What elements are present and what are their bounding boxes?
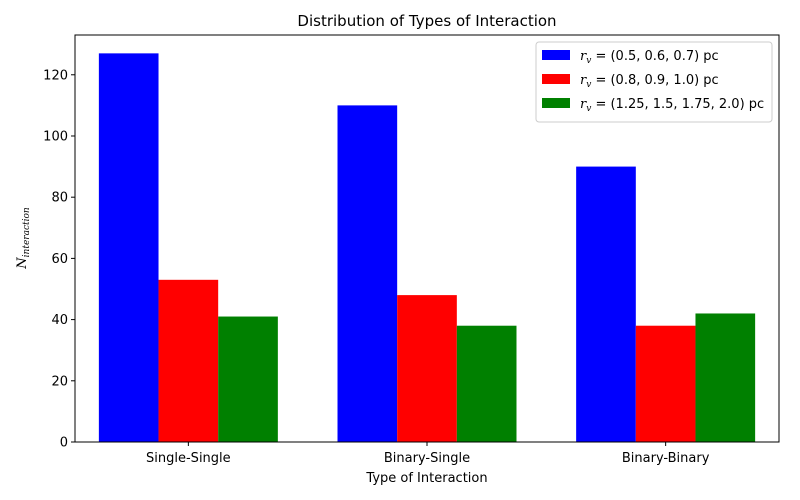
- legend-label: rv = (1.25, 1.5, 1.75, 2.0) pc: [580, 97, 764, 114]
- y-tick-label: 40: [51, 313, 68, 328]
- legend-symbol: r: [580, 73, 587, 88]
- legend-label: rv = (0.8, 0.9, 1.0) pc: [580, 73, 719, 90]
- legend-subscript: v: [586, 56, 591, 66]
- legend-symbol: r: [580, 97, 587, 112]
- bar-1-binary-binary: [576, 166, 636, 442]
- y-axis-label-subscript: interaction: [22, 207, 32, 257]
- legend-value: = (1.25, 1.5, 1.75, 2.0) pc: [591, 97, 764, 112]
- y-tick-label: 80: [51, 191, 68, 206]
- bar-2-binary-binary: [635, 325, 696, 442]
- y-tick-label: 120: [43, 68, 68, 83]
- x-tick-label: Binary-Binary: [622, 451, 710, 466]
- x-tick-label: Binary-Single: [384, 451, 470, 466]
- legend-subscript: v: [586, 80, 591, 90]
- axes: 0 20 40 60 80 100 120 Single-Single Binary-Singl…: [43, 34, 780, 466]
- legend-swatch: [542, 98, 570, 108]
- bar-2-single-single: [158, 279, 219, 442]
- bar-3-binary-single: [456, 325, 517, 442]
- y-tick-label: 0: [60, 436, 68, 451]
- legend-swatch: [542, 50, 570, 60]
- chart-title: Distribution of Types of Interaction: [297, 12, 556, 30]
- y-tick-label: 20: [51, 374, 68, 389]
- y-tick-label: 60: [51, 252, 68, 267]
- x-axis-label: Type of Interaction: [365, 471, 487, 486]
- legend-swatch: [542, 74, 570, 84]
- legend-frame: [535, 41, 773, 123]
- bar-2-binary-single: [397, 295, 457, 442]
- bars-layer: [98, 53, 756, 443]
- bar-1-single-single: [98, 53, 159, 442]
- legend-label: rv = (0.5, 0.6, 0.7) pc: [580, 49, 719, 66]
- x-tick-label: Single-Single: [146, 451, 231, 466]
- bar-1-binary-single: [337, 105, 398, 443]
- y-tick-label: 100: [43, 129, 68, 144]
- y-axis-label-symbol: N: [15, 257, 30, 270]
- legend-subscript: v: [586, 104, 591, 114]
- bar-3-single-single: [218, 316, 278, 442]
- bar-3-binary-binary: [695, 313, 756, 442]
- y-axis-label: Ninteraction: [15, 207, 32, 270]
- legend-symbol: r: [580, 49, 587, 64]
- legend-value: = (0.5, 0.6, 0.7) pc: [591, 49, 718, 64]
- legend-value: = (0.8, 0.9, 1.0) pc: [591, 73, 718, 88]
